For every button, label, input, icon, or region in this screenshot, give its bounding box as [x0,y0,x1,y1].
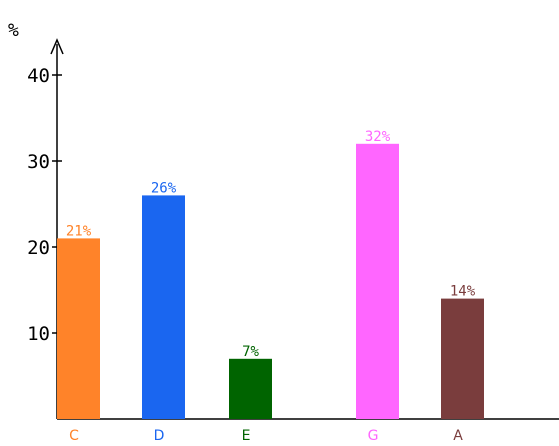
y-tick-label: 20 [27,237,50,259]
value-label: 26% [151,180,177,196]
x-tick-label: C [69,428,79,444]
x-tick-label: G [368,428,379,444]
bar-c [57,238,100,419]
y-axis: % 10 20 30 40 [8,20,64,419]
bars [57,143,484,420]
bar-a [441,298,484,419]
y-axis-unit: % [8,20,19,41]
y-tick-label: 30 [27,151,50,173]
y-tick-label: 10 [27,323,50,345]
x-tick-label: A [453,428,463,444]
bar-e [229,358,272,419]
value-label: 14% [450,284,476,300]
y-axis-arrow [50,38,64,55]
x-tick-label: D [154,428,165,444]
value-labels: 21% 26% 7% 32% 14% [66,129,476,360]
value-label: 7% [242,344,259,360]
value-label: 21% [66,223,92,239]
bar-d [142,195,185,419]
x-tick-label: E [242,428,251,444]
y-tick-label: 40 [27,65,50,87]
value-label: 32% [365,129,391,145]
bar-g [356,143,399,420]
